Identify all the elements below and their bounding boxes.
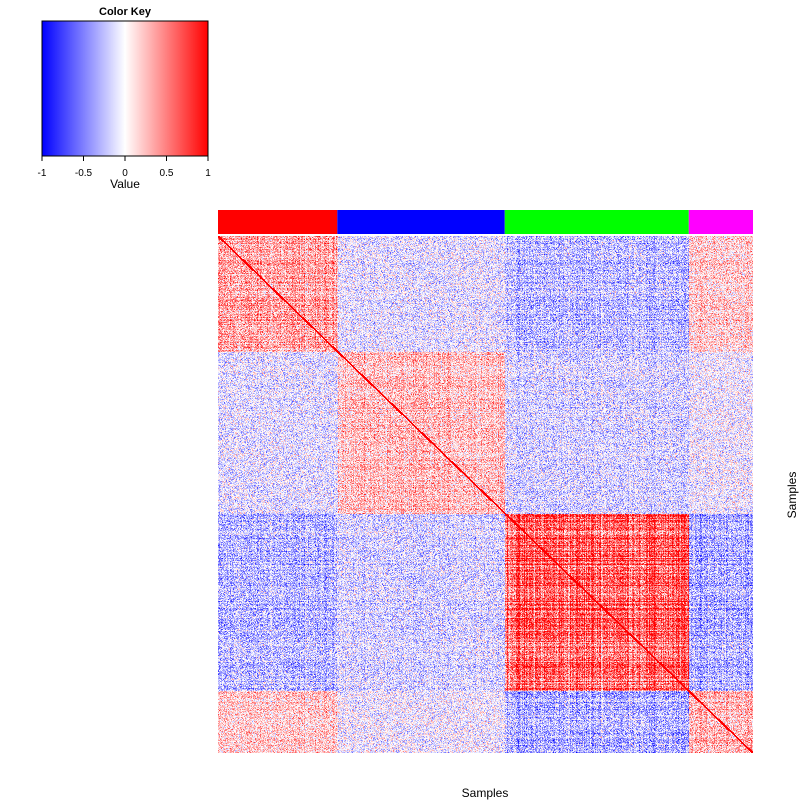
color-key-tick-label: -1 bbox=[38, 168, 47, 179]
heatmap-matrix bbox=[218, 236, 753, 753]
color-key-ticks: -1 -0.5 0 0.5 1 bbox=[38, 156, 211, 179]
color-key: Color Key -1 -0.5 0 0.5 1 Value bbox=[38, 6, 212, 191]
y-axis-label: Samples bbox=[785, 472, 799, 519]
group-bar-segment-group-2 bbox=[337, 210, 505, 234]
group-bar-segment-group-1 bbox=[218, 210, 338, 234]
color-key-tick-label: 0 bbox=[122, 168, 128, 179]
color-key-tick-label: -0.5 bbox=[75, 168, 93, 179]
x-axis-label: Samples bbox=[462, 786, 509, 800]
group-bar-segment-group-4 bbox=[688, 210, 753, 234]
color-key-gradient bbox=[41, 20, 209, 157]
color-key-xlabel: Value bbox=[110, 177, 140, 191]
color-key-title: Color Key bbox=[99, 6, 152, 18]
color-key-tick-label: 0.5 bbox=[160, 168, 174, 179]
color-key-tick-label: 1 bbox=[205, 168, 211, 179]
group-bar-segment-group-3 bbox=[504, 210, 689, 234]
group-color-bar bbox=[218, 210, 753, 234]
